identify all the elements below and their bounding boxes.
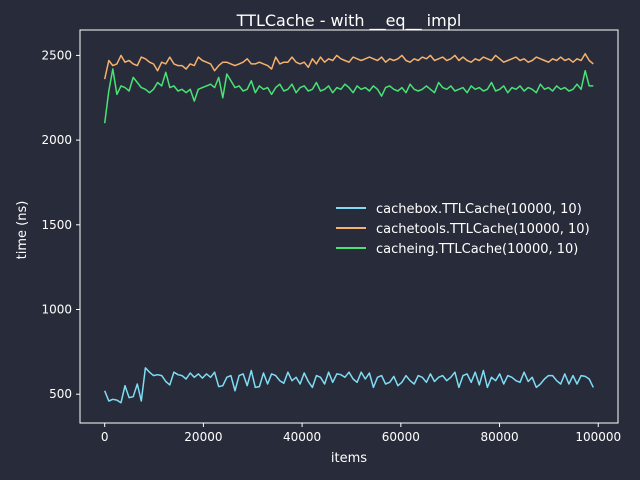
legend-label-1: cachetools.TTLCache(10000, 10) bbox=[376, 222, 590, 237]
x-tick-label: 80000 bbox=[480, 430, 518, 444]
x-tick-label: 40000 bbox=[283, 430, 321, 444]
y-tick-label: 2000 bbox=[41, 133, 72, 147]
series-line-0 bbox=[104, 367, 594, 404]
y-tick-label: 2500 bbox=[41, 48, 72, 62]
legend: cachebox.TTLCache(10000, 10) cachetools.T… bbox=[336, 202, 590, 257]
x-tick-label: 20000 bbox=[184, 430, 222, 444]
y-tick-label: 1500 bbox=[41, 218, 72, 232]
y-tick-label: 500 bbox=[49, 387, 72, 401]
y-tick-label: 1000 bbox=[41, 303, 72, 317]
series-line-2 bbox=[103, 68, 594, 124]
plot-area bbox=[79, 29, 619, 424]
chart-title: TTLCache - with __eq__ impl bbox=[236, 11, 462, 31]
x-tick-label: 60000 bbox=[382, 430, 420, 444]
x-axis-ticks: 0 20000 40000 60000 80000 100000 bbox=[101, 423, 621, 444]
x-tick-label: 100000 bbox=[575, 430, 621, 444]
x-tick-label: 0 bbox=[101, 430, 109, 444]
y-axis-ticks: 500 1000 1500 2000 2500 bbox=[41, 48, 80, 401]
y-axis-label: time (ns) bbox=[15, 201, 30, 260]
series-lines bbox=[103, 52, 594, 404]
legend-label-2: cacheing.TTLCache(10000, 10) bbox=[376, 242, 578, 257]
series-line-1 bbox=[103, 52, 594, 80]
x-axis-label: items bbox=[331, 451, 367, 466]
legend-label-0: cachebox.TTLCache(10000, 10) bbox=[376, 202, 582, 217]
